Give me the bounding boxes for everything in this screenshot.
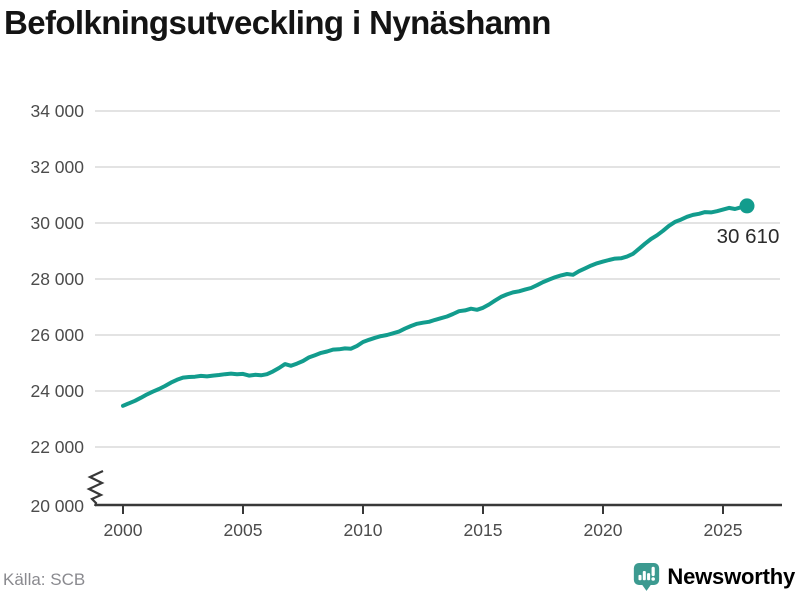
last-value-label: 30 610 bbox=[717, 225, 780, 248]
x-tick-label: 2015 bbox=[464, 520, 503, 540]
y-tick-label: 26 000 bbox=[30, 325, 84, 345]
axis-break-icon bbox=[86, 470, 105, 507]
population-line bbox=[121, 203, 749, 408]
y-tick-label: 32 000 bbox=[30, 157, 84, 177]
newsworthy-logo: Newsworthy bbox=[633, 562, 795, 591]
y-tick-label: 34 000 bbox=[30, 101, 84, 121]
newsworthy-wordmark: Newsworthy bbox=[667, 563, 795, 589]
last-point-marker bbox=[739, 198, 755, 214]
source-label: Källa: SCB bbox=[3, 570, 86, 589]
x-tick-label: 2020 bbox=[584, 520, 623, 540]
x-tick-label: 2010 bbox=[344, 520, 383, 540]
y-tick-label: 28 000 bbox=[30, 269, 84, 289]
x-tick-label: 2000 bbox=[104, 520, 143, 540]
y-tick-label: 22 000 bbox=[30, 437, 84, 457]
x-tick-label: 2025 bbox=[704, 520, 743, 540]
y-tick-label: 24 000 bbox=[30, 381, 84, 401]
x-tick-label: 2005 bbox=[224, 520, 263, 540]
y-tick-label: 30 000 bbox=[30, 213, 84, 233]
page-title: Befolkningsutveckling i Nynäshamn bbox=[4, 4, 551, 41]
newsworthy-icon bbox=[634, 563, 660, 591]
y-tick-label: 20 000 bbox=[30, 496, 84, 516]
